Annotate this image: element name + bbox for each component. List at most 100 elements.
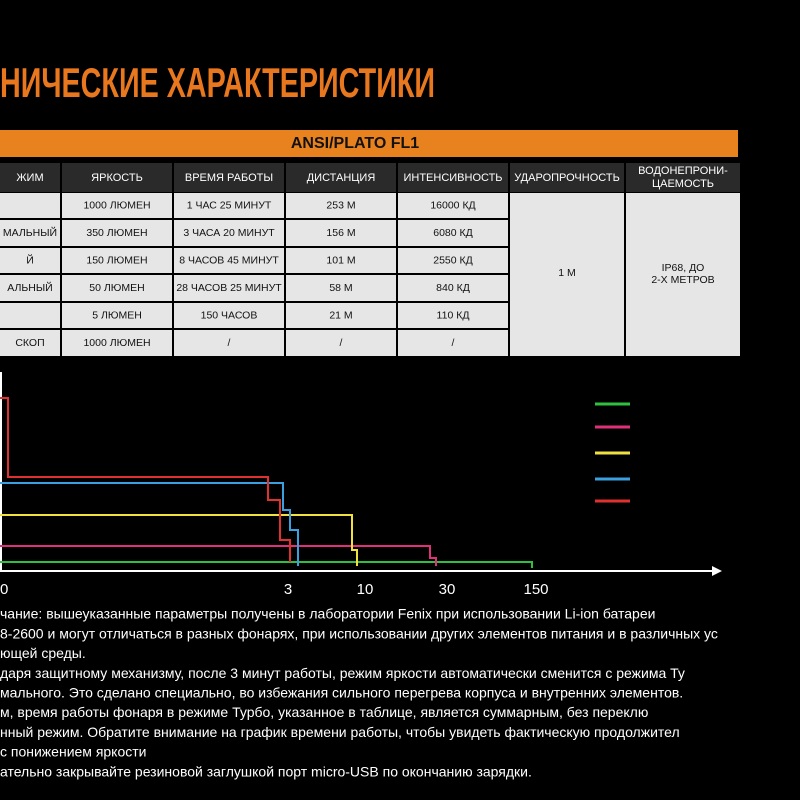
column-header: УДАРОПРОЧНОСТЬ: [514, 172, 620, 184]
cell-text: 150 ЛЮМЕН: [86, 254, 147, 266]
table-cell: [398, 248, 508, 273]
cell-text: 101 М: [326, 254, 355, 266]
page-title: НИЧЕСКИЕ ХАРАКТЕРИСТИКИ: [0, 59, 435, 106]
column-header: ВОДОНЕПРОНИ-: [638, 165, 728, 177]
note-line: мального. Это сделано специально, во изб…: [0, 685, 683, 701]
cell-text: 1 М: [558, 267, 576, 279]
cell-text: 16000 КД: [430, 199, 475, 211]
note-line: с понижением яркости: [0, 744, 146, 760]
table-cell: [286, 220, 396, 246]
table-cell: [0, 303, 60, 328]
table-caption-band: [0, 130, 738, 157]
cell-text: 3 ЧАСА 20 МИНУТ: [183, 227, 275, 239]
note-line: нный режим. Обратите внимание на график …: [0, 724, 680, 740]
header-cell: [286, 163, 396, 192]
table-cell: [286, 303, 396, 328]
table-cell: [286, 248, 396, 273]
table-cell: [0, 220, 60, 246]
cell-text: 6080 КД: [433, 227, 473, 239]
cell-text: 1000 ЛЮМЕН: [83, 337, 150, 349]
cell-text: 2550 КД: [433, 254, 473, 266]
column-header: ЖИМ: [16, 172, 43, 184]
cell-text: 350 ЛЮМЕН: [86, 227, 147, 239]
spec-table: ЖИМ ЯРКОСТЬ ВРЕМЯ РАБОТЫ ДИСТАНЦИЯ ИНТЕНСИВН…: [0, 163, 740, 356]
table-cell: [0, 275, 60, 301]
cell-text: /: [452, 337, 455, 349]
cell-text: 150 ЧАСОВ: [201, 309, 258, 321]
cell-text: 1 ЧАС 25 МИНУТ: [187, 199, 272, 211]
column-header: ЦАЕМОСТЬ: [652, 178, 714, 190]
cell-text: 58 М: [329, 282, 352, 294]
note-line: даря защитному механизму, после 3 минут …: [0, 665, 685, 681]
cell-text: 2-Х МЕТРОВ: [651, 274, 714, 286]
note-line: 8-2600 и могут отличаться в разных фонар…: [0, 625, 718, 641]
table-cell: [174, 303, 284, 328]
table-cell: [286, 330, 396, 356]
table-cell: [174, 193, 284, 218]
table-cell: [398, 330, 508, 356]
column-header: ВРЕМЯ РАБОТЫ: [185, 172, 273, 184]
x-tick-label: 10: [357, 581, 374, 598]
cell-text: 21 М: [329, 309, 352, 321]
cell-text: 156 М: [326, 227, 355, 239]
runtime-chart: 0 3 10 30 150: [0, 372, 722, 598]
table-caption: ANSI/PLATO FL1: [291, 135, 419, 152]
header-cell: [62, 163, 172, 192]
cell-text: 8 ЧАСОВ 45 МИНУТ: [179, 254, 279, 266]
cell-text: 253 М: [326, 199, 355, 211]
runtime-line-red: [0, 397, 291, 562]
table-cell: [174, 220, 284, 246]
runtime-line-yellow: [0, 514, 358, 566]
table-cell: [174, 248, 284, 273]
cell-text: IP68, ДО: [662, 262, 705, 274]
merged-cell: [510, 193, 624, 356]
cell-text: 28 ЧАСОВ 25 МИНУТ: [176, 282, 282, 294]
table-cell: [62, 330, 172, 356]
table-cell: [174, 330, 284, 356]
runtime-line-green: [0, 561, 533, 568]
x-axis-arrow: [712, 566, 722, 576]
note-line: ющей среды.: [0, 645, 86, 661]
cell-text: АЛЬНЫЙ: [7, 281, 52, 294]
runtime-line-blue: [0, 482, 299, 566]
cell-text: Й: [26, 253, 34, 266]
table-cell: [398, 303, 508, 328]
cell-text: МАЛЬНЫЙ: [3, 226, 57, 239]
notes: чание: вышеуказанные параметры получены …: [0, 606, 718, 780]
column-header: ДИСТАНЦИЯ: [307, 172, 376, 184]
table-cell: [0, 193, 60, 218]
note-line: чание: вышеуказанные параметры получены …: [0, 606, 655, 622]
x-tick-label: 3: [284, 581, 292, 598]
table-cell: [398, 275, 508, 301]
cell-text: 5 ЛЮМЕН: [92, 309, 142, 321]
x-tick-label: 150: [523, 581, 548, 598]
x-tick-label: 30: [439, 581, 456, 598]
column-header: ЯРКОСТЬ: [91, 172, 143, 184]
cell-text: /: [228, 337, 231, 349]
cell-text: 840 КД: [436, 282, 470, 294]
table-cell: [62, 193, 172, 218]
cell-text: /: [340, 337, 343, 349]
table-cell: [62, 248, 172, 273]
table-cell: [62, 220, 172, 246]
cell-text: СКОП: [15, 337, 44, 349]
header-cell: [626, 163, 740, 192]
header-cell: [174, 163, 284, 192]
table-cell: [286, 275, 396, 301]
column-header: ИНТЕНСИВНОСТЬ: [403, 172, 502, 184]
x-tick-label: 0: [0, 581, 8, 598]
header-cell: [398, 163, 508, 192]
note-line: м, время работы фонаря в режиме Турбо, у…: [0, 704, 648, 720]
table-cell: [398, 193, 508, 218]
cell-text: 1000 ЛЮМЕН: [83, 199, 150, 211]
table-cell: [0, 248, 60, 273]
note-line: ательно закрывайте резиновой заглушкой п…: [0, 763, 532, 779]
table-cell: [62, 275, 172, 301]
cell-text: 50 ЛЮМЕН: [89, 282, 144, 294]
header-cell: [0, 163, 60, 192]
table-cell: [398, 220, 508, 246]
header-cell: [510, 163, 624, 192]
table-cell: [0, 330, 60, 356]
cell-text: 110 КД: [437, 309, 470, 321]
